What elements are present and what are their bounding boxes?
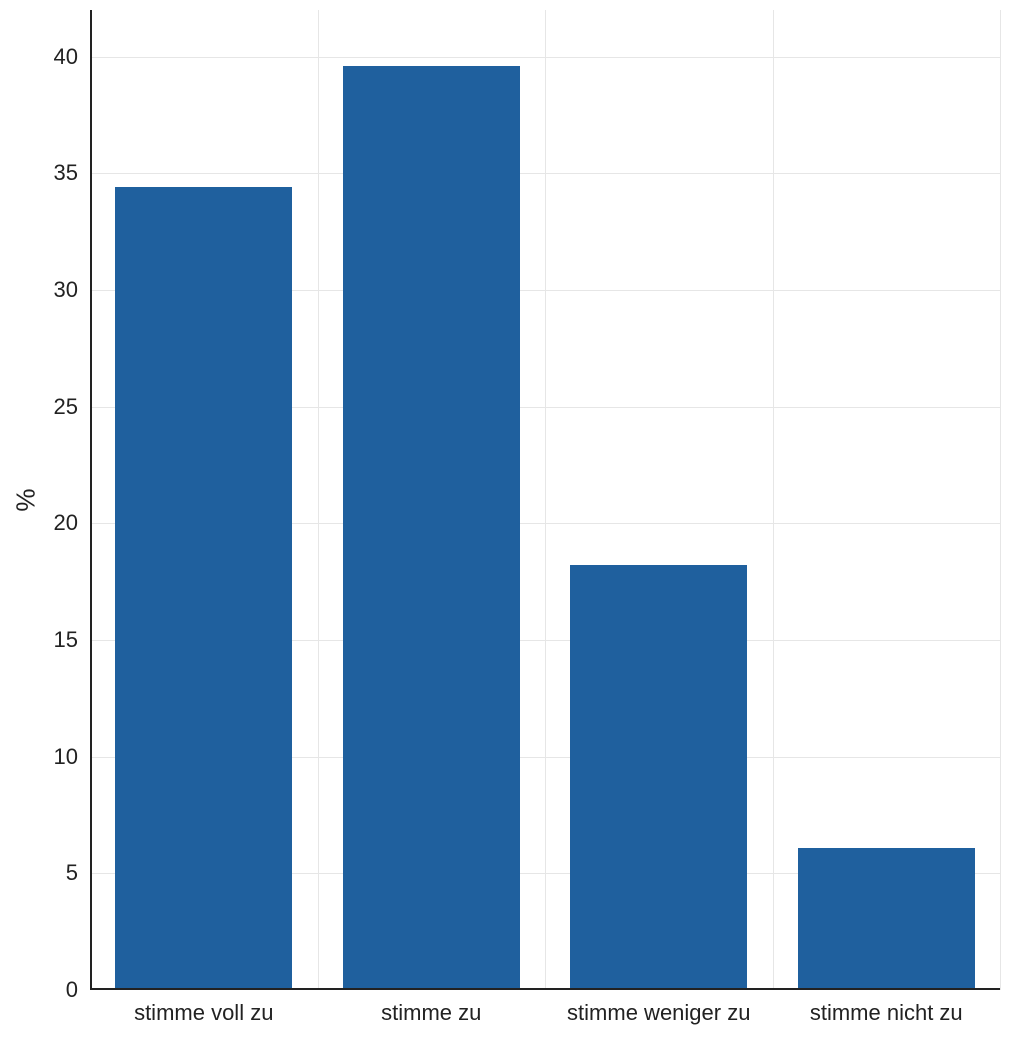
bar	[115, 187, 292, 990]
bar	[570, 565, 747, 990]
gridline-vertical	[773, 10, 774, 990]
y-tick-label: 5	[0, 860, 78, 886]
y-axis-line	[90, 10, 92, 990]
y-tick-label: 35	[0, 160, 78, 186]
x-tick-label: stimme nicht zu	[810, 1000, 963, 1026]
bar	[798, 848, 975, 990]
y-tick-label: 30	[0, 277, 78, 303]
x-tick-label: stimme zu	[381, 1000, 481, 1026]
x-axis-line	[90, 988, 1000, 990]
y-tick-label: 15	[0, 627, 78, 653]
bar	[343, 66, 520, 990]
gridline-vertical	[545, 10, 546, 990]
y-tick-label: 20	[0, 510, 78, 536]
x-tick-label: stimme weniger zu	[567, 1000, 750, 1026]
x-tick-label: stimme voll zu	[134, 1000, 273, 1026]
y-axis-title: %	[11, 488, 42, 511]
plot-area	[90, 10, 1000, 990]
gridline-vertical	[318, 10, 319, 990]
y-tick-label: 0	[0, 977, 78, 1003]
bar-chart: % 0 5 10 15 20 25 30 35 40 stimme voll zu stimme z…	[0, 0, 1012, 1046]
gridline-vertical	[1000, 10, 1001, 990]
y-tick-label: 40	[0, 44, 78, 70]
y-tick-label: 10	[0, 744, 78, 770]
y-tick-label: 25	[0, 394, 78, 420]
